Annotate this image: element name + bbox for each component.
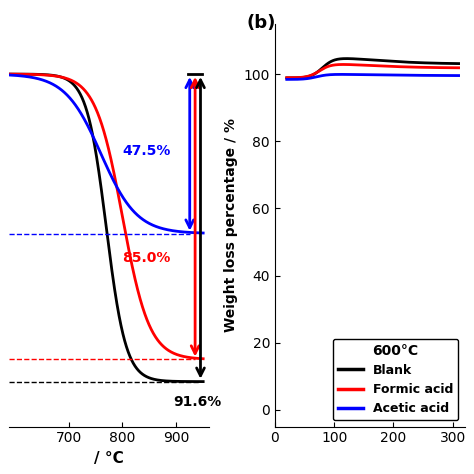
Y-axis label: Weight loss percentage / %: Weight loss percentage / % xyxy=(224,118,238,332)
Text: 85.0%: 85.0% xyxy=(122,251,171,265)
Text: 91.6%: 91.6% xyxy=(173,395,222,410)
Legend: Blank, Formic acid, Acetic acid: Blank, Formic acid, Acetic acid xyxy=(333,338,458,420)
X-axis label: / °C: / °C xyxy=(94,451,124,466)
Text: 47.5%: 47.5% xyxy=(122,144,171,158)
Text: (b): (b) xyxy=(246,14,275,32)
